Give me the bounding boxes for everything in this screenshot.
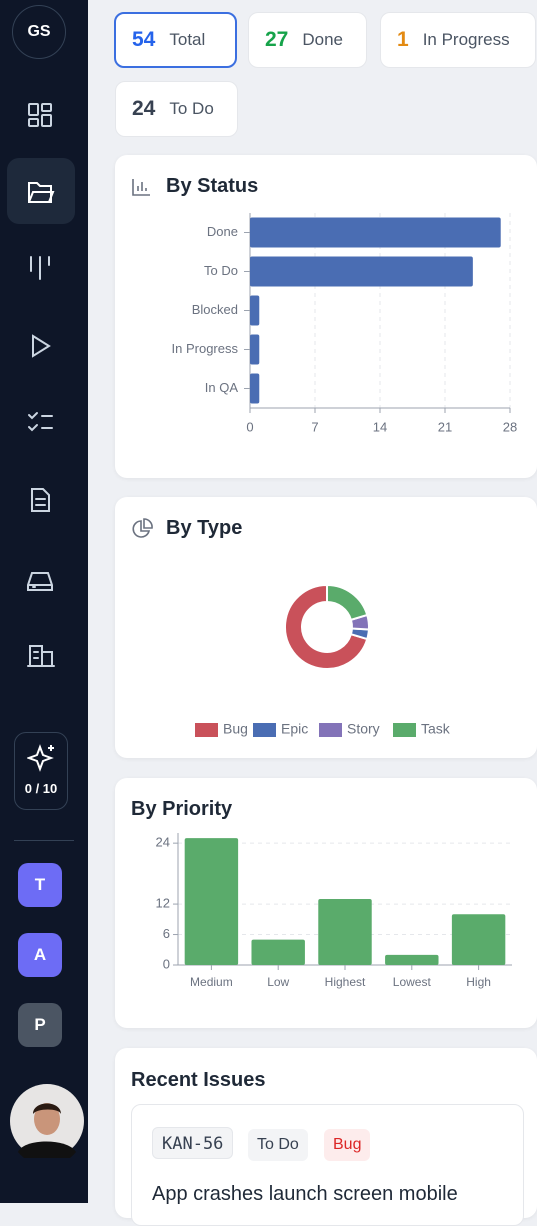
stat-in-progress[interactable]: 1 In Progress: [380, 12, 536, 68]
stat-label: To Do: [169, 99, 214, 118]
issue-type: Bug: [324, 1129, 371, 1161]
stat-label: Done: [302, 30, 343, 49]
profile-photo[interactable]: [10, 1084, 84, 1158]
user-avatar[interactable]: GS: [12, 5, 66, 59]
stat-to-do[interactable]: 24 To Do: [115, 81, 238, 137]
chart-title: By Status: [166, 175, 259, 197]
project-button[interactable]: T: [18, 863, 62, 907]
stat-total[interactable]: 54 Total: [114, 12, 237, 68]
issue-card[interactable]: KAN-56 To Do Bug App crashes launch scre…: [131, 1104, 524, 1226]
stat-value: 54: [132, 28, 156, 51]
chart-title: By Type: [166, 517, 243, 539]
chart-title: By Priority: [131, 798, 233, 820]
divider: [14, 840, 74, 841]
bar-icon: [132, 179, 150, 196]
stat-value: 1: [397, 28, 409, 51]
stat-done[interactable]: 27 Done: [248, 12, 367, 68]
project-button[interactable]: P: [18, 1003, 62, 1047]
status-card: [115, 155, 537, 478]
stat-label: Total: [169, 30, 206, 49]
pie-icon: [132, 518, 153, 538]
nav-icons[interactable]: [0, 0, 88, 700]
issue-key: KAN-56: [152, 1127, 234, 1159]
stat-value: 27: [265, 28, 289, 51]
project-button[interactable]: A: [18, 933, 62, 977]
section-title: Recent Issues: [131, 1069, 266, 1091]
stat-label: In Progress: [422, 30, 510, 49]
credits[interactable]: 0 / 10: [14, 732, 68, 810]
stat-value: 24: [132, 97, 156, 120]
issue-status: To Do: [248, 1129, 308, 1161]
sidebar: GS 0 / 10 T A P: [0, 0, 88, 1203]
issue-title: App crashes launch screen mobile: [152, 1183, 458, 1205]
sparkle-icon: [27, 744, 54, 772]
credits-count: 0 / 10: [24, 781, 58, 796]
